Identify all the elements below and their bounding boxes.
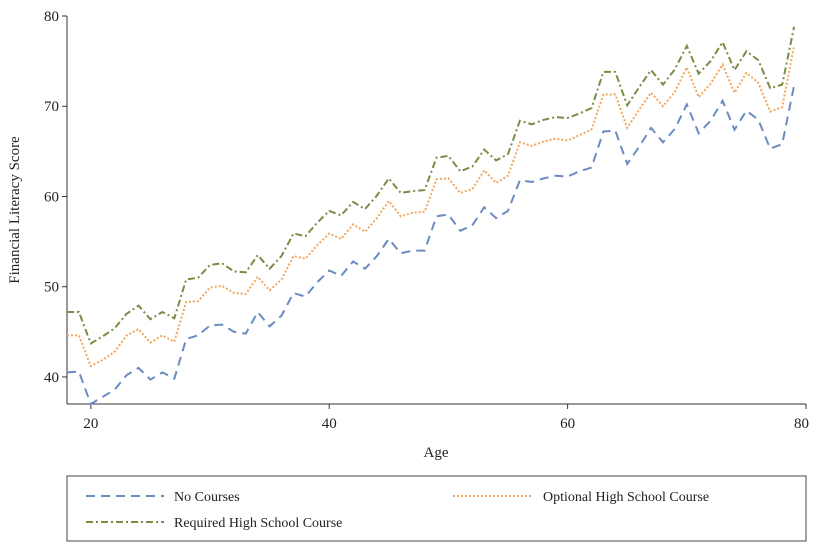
y-tick-label: 70 [44,99,59,115]
series-line-optional-high-school-course [67,45,796,368]
legend-label-required-course: Required High School Course [174,516,342,531]
y-axis-title: Financial Literacy Score [7,136,23,284]
legend-label-no-courses: No Courses [174,490,240,505]
x-tick-label: 40 [322,416,337,432]
legend: No Courses Optional High School Course R… [66,475,807,542]
legend-box [66,475,807,542]
x-tick-label: 60 [560,416,575,432]
x-tick-label: 20 [83,416,98,432]
y-tick-label: 60 [44,189,59,205]
series-layer [66,26,796,406]
x-tick-label: 80 [794,416,809,432]
y-tick-label: 50 [44,280,59,296]
axes [66,16,806,405]
ticks: 40 50 60 70 80 20 40 60 80 [44,9,809,432]
y-tick-label: 40 [44,370,59,386]
series-line-no-courses [66,85,796,406]
legend-label-optional-course: Optional High School Course [543,490,709,505]
series-line-required-high-school-course [67,26,796,345]
x-axis-title: Age [424,445,449,461]
y-tick-label: 80 [44,9,59,25]
